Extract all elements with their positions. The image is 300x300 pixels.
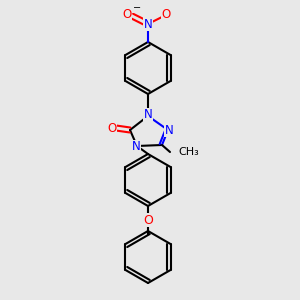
Text: N: N (144, 17, 152, 31)
Text: −: − (133, 3, 141, 13)
Text: CH₃: CH₃ (178, 147, 199, 157)
Text: N: N (165, 124, 173, 136)
Text: O: O (107, 122, 117, 134)
Text: N: N (144, 109, 152, 122)
Text: O: O (143, 214, 153, 226)
Text: O: O (161, 8, 171, 20)
Text: N: N (132, 140, 140, 154)
Text: O: O (122, 8, 132, 20)
